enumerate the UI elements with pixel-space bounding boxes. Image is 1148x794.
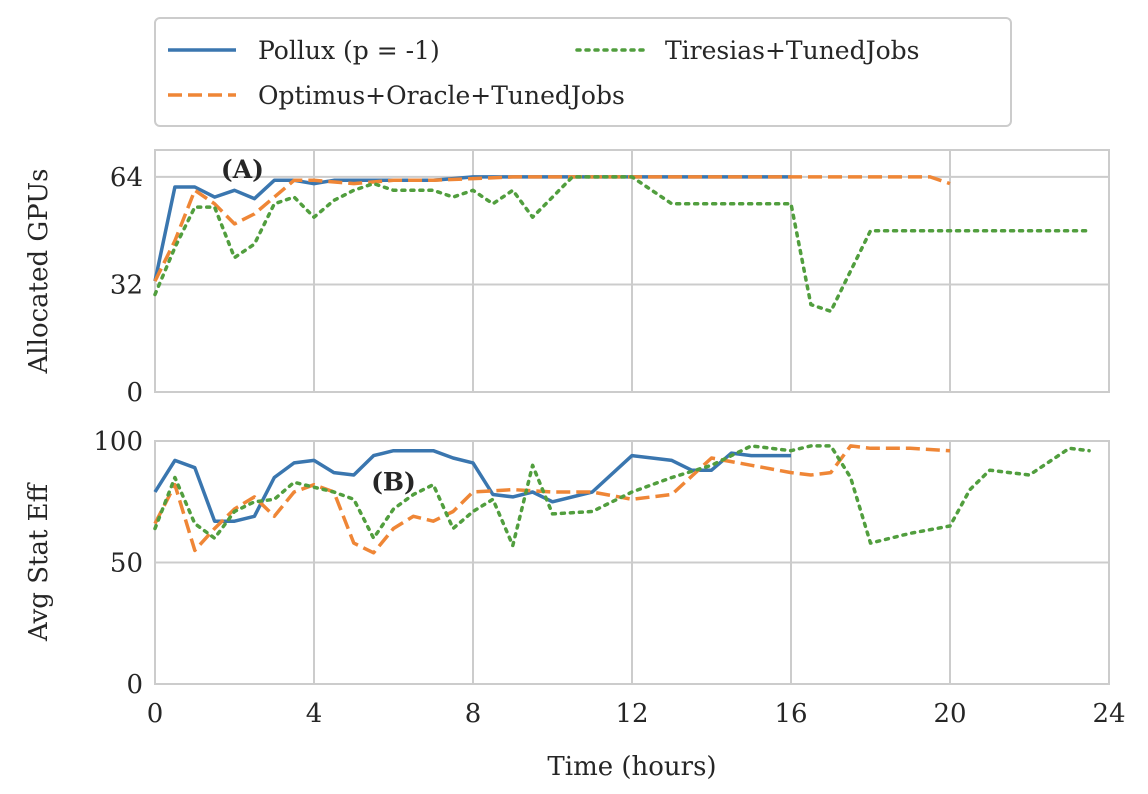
series-line-tiresias: [153, 444, 1091, 548]
panel-allocated-gpus: 0 32 64 Allocated GPUs (A): [24, 149, 1110, 408]
y-tick-label: 0: [126, 378, 143, 408]
x-tick-label: 16: [774, 699, 807, 729]
x-tick-label: 8: [465, 699, 482, 729]
series-line-tiresias: [153, 175, 1091, 314]
x-tick-label: 0: [147, 699, 164, 729]
plot-frame: [154, 440, 1110, 685]
y-axis-label-avg-stat-eff: Avg Stat Eff: [24, 481, 54, 642]
legend-frame: [154, 17, 1012, 127]
legend: Pollux (p = -1) Tiresias+TunedJobs Optim…: [154, 17, 1012, 127]
panel-avg-stat-eff: 0 50 100 0 4 8 12 16 20 24 Avg Stat Eff (B): [24, 427, 1126, 729]
series-line-optimus: [153, 175, 951, 282]
legend-label-pollux: Pollux (p = -1): [258, 36, 440, 65]
plot-frame: [154, 149, 1110, 393]
legend-label-tiresias: Tiresias+TunedJobs: [665, 36, 920, 65]
y-tick-label: 64: [110, 163, 143, 193]
y-tick-label: 32: [110, 270, 143, 300]
y-axis-label-allocated-gpus: Allocated GPUs: [24, 169, 54, 375]
x-tick-label: 12: [615, 699, 648, 729]
x-tick-label: 20: [933, 699, 966, 729]
x-tick-label: 4: [306, 699, 323, 729]
annotation-label: (A): [221, 155, 264, 184]
series-line-optimus: [153, 444, 951, 555]
y-tick-label: 50: [110, 549, 143, 579]
annotation-label: (B): [371, 467, 416, 496]
x-tick-label: 24: [1092, 699, 1125, 729]
y-tick-label: 100: [93, 427, 143, 457]
legend-label-optimus: Optimus+Oracle+TunedJobs: [258, 81, 625, 110]
y-tick-label: 0: [126, 670, 143, 700]
x-axis-label: Time (hours): [547, 752, 716, 782]
